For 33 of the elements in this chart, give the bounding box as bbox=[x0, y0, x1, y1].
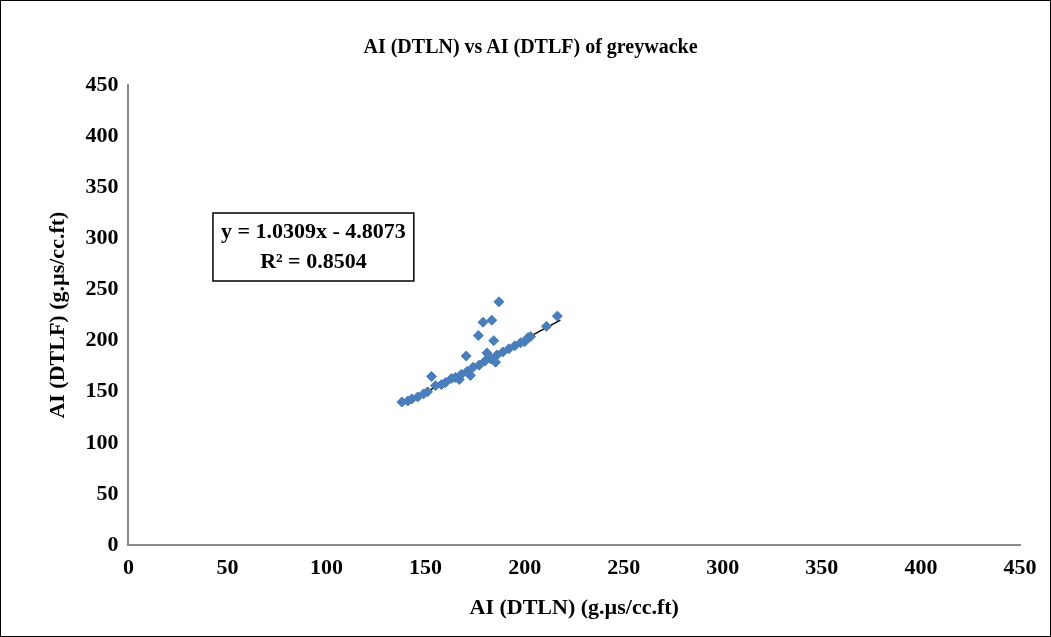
y-tick-label: 250 bbox=[85, 275, 119, 301]
y-axis-title: AI (DTLF) (g.µs/cc.ft) bbox=[43, 211, 69, 419]
point bbox=[551, 310, 563, 322]
y-tick-label: 100 bbox=[85, 428, 119, 454]
annotation: R² = 0.8504 bbox=[260, 247, 367, 273]
x-tick-label: 450 bbox=[1003, 554, 1037, 580]
point bbox=[488, 335, 500, 347]
point bbox=[477, 316, 489, 328]
point bbox=[540, 320, 552, 332]
x-axis-title: AI (DTLN) (g.µs/cc.ft) bbox=[469, 594, 679, 620]
y-tick-label: 400 bbox=[85, 121, 119, 147]
x-tick-label: 400 bbox=[904, 554, 938, 580]
y-tick-label: 350 bbox=[85, 172, 119, 198]
point bbox=[460, 350, 472, 362]
point bbox=[486, 314, 498, 326]
y-tick-label: 0 bbox=[107, 530, 119, 556]
y-tick-label: 200 bbox=[85, 326, 119, 352]
x-tick-label: 150 bbox=[409, 554, 443, 580]
point bbox=[493, 296, 505, 308]
x-tick-label: 350 bbox=[805, 554, 839, 580]
x-tick-label: 50 bbox=[216, 554, 239, 580]
y-tick-label: 150 bbox=[85, 377, 119, 403]
x-tick-label: 250 bbox=[607, 554, 641, 580]
x-tick-label: 200 bbox=[508, 554, 542, 580]
y-tick-label: 50 bbox=[96, 479, 119, 505]
x-tick-label: 300 bbox=[706, 554, 740, 580]
point bbox=[426, 370, 438, 382]
y-tick-label: 300 bbox=[85, 224, 119, 250]
x-tick-label: 100 bbox=[310, 554, 344, 580]
chart-title: AI (DTLN) vs AI (DTLF) of greywacke bbox=[363, 35, 698, 59]
y-tick-label: 450 bbox=[85, 70, 119, 96]
annotation: y = 1.0309x - 4.8073 bbox=[220, 217, 406, 243]
point bbox=[472, 330, 484, 342]
